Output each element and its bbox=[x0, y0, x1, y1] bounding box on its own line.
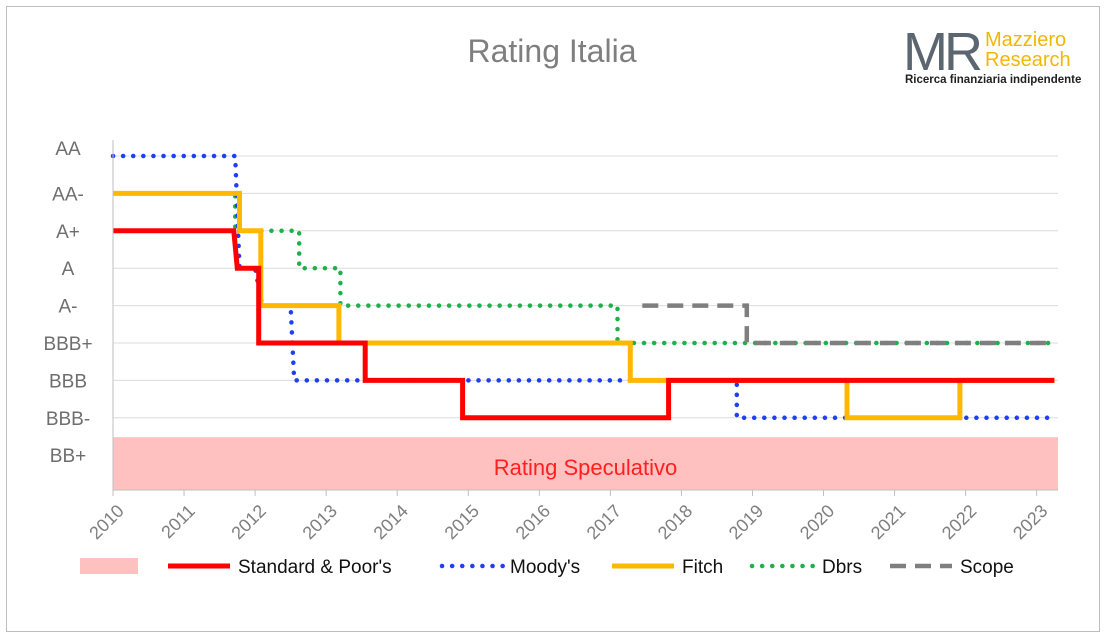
chart-title: Rating Italia bbox=[468, 33, 637, 69]
y-tick-label-A-: A- bbox=[59, 297, 78, 318]
y-tick-label-A+: A+ bbox=[56, 222, 80, 243]
x-tick-label-2019: 2019 bbox=[725, 501, 767, 543]
legend-label-moody-s: Moody's bbox=[510, 557, 580, 578]
x-tick-label-2016: 2016 bbox=[512, 501, 554, 543]
x-tick-label-2023: 2023 bbox=[1009, 501, 1051, 543]
series-lines bbox=[110, 153, 1057, 421]
series-line-scope bbox=[642, 303, 1055, 346]
x-tick-label-2021: 2021 bbox=[867, 501, 909, 543]
legend-swatch-speculative bbox=[80, 558, 138, 574]
x-tick-label-2010: 2010 bbox=[85, 501, 127, 543]
x-tick-label-2012: 2012 bbox=[227, 501, 269, 543]
legend-label-fitch: Fitch bbox=[682, 557, 723, 578]
logo-name-line1: Mazziero bbox=[985, 29, 1066, 51]
x-tick-label-2013: 2013 bbox=[299, 501, 341, 543]
chart-frame bbox=[6, 6, 1100, 632]
x-tick-label-2020: 2020 bbox=[796, 501, 838, 543]
y-tick-label-BB+: BB+ bbox=[50, 446, 86, 467]
legend-label-scope: Scope bbox=[960, 557, 1014, 578]
x-tick-label-2011: 2011 bbox=[157, 501, 199, 543]
logo-tagline: Ricerca finanziaria indipendente bbox=[905, 74, 1081, 86]
x-tick-label-2015: 2015 bbox=[441, 501, 483, 543]
legend: Standard & Poor's Moody's Fitch Dbrs Scope bbox=[80, 557, 1014, 578]
y-tick-label-BBB: BBB bbox=[49, 371, 87, 392]
y-tick-label-A: A bbox=[62, 259, 75, 280]
y-tick-label-BBB+: BBB+ bbox=[43, 334, 92, 355]
logo-mark: MR bbox=[903, 22, 981, 82]
x-tick-label-2018: 2018 bbox=[654, 501, 696, 543]
speculative-region: Rating Speculativo bbox=[113, 437, 1058, 490]
y-tick-label-BBB-: BBB- bbox=[46, 409, 90, 430]
series-line-standard-poor-s bbox=[113, 228, 1055, 421]
brand-logo: MR Mazziero Research Ricerca finanziaria… bbox=[903, 22, 1081, 86]
x-tick-label-2022: 2022 bbox=[938, 501, 980, 543]
y-tick-label-AA: AA bbox=[55, 139, 81, 160]
speculative-band bbox=[113, 437, 1058, 490]
logo-name-line2: Research bbox=[985, 49, 1071, 71]
y-tick-label-AA-: AA- bbox=[52, 184, 84, 205]
legend-label-dbrs: Dbrs bbox=[822, 557, 862, 578]
series-line-fitch bbox=[113, 190, 1055, 421]
speculative-label: Rating Speculativo bbox=[494, 455, 677, 480]
legend-label-standard-poor-s: Standard & Poor's bbox=[238, 557, 392, 578]
x-tick-label-2017: 2017 bbox=[583, 501, 625, 543]
x-tick-label-2014: 2014 bbox=[370, 501, 412, 543]
